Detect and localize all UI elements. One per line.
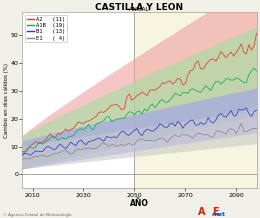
Legend: A2   (11), A1B  (19), B1   (13), E1   ( 4): A2 (11), A1B (19), B1 (13), E1 ( 4) (25, 15, 67, 43)
Bar (134, 12, 257, 188)
Text: E: E (212, 207, 218, 217)
Text: A: A (198, 207, 205, 217)
Text: © Agencia Estatal de Meteorología: © Agencia Estatal de Meteorología (3, 213, 71, 217)
Text: met: met (211, 212, 225, 217)
Text: ANUAL: ANUAL (129, 7, 150, 12)
Y-axis label: Cambio en días cálidos (%): Cambio en días cálidos (%) (3, 63, 9, 138)
Title: CASTILLA Y LEON: CASTILLA Y LEON (95, 3, 184, 12)
X-axis label: AÑO: AÑO (130, 199, 149, 208)
